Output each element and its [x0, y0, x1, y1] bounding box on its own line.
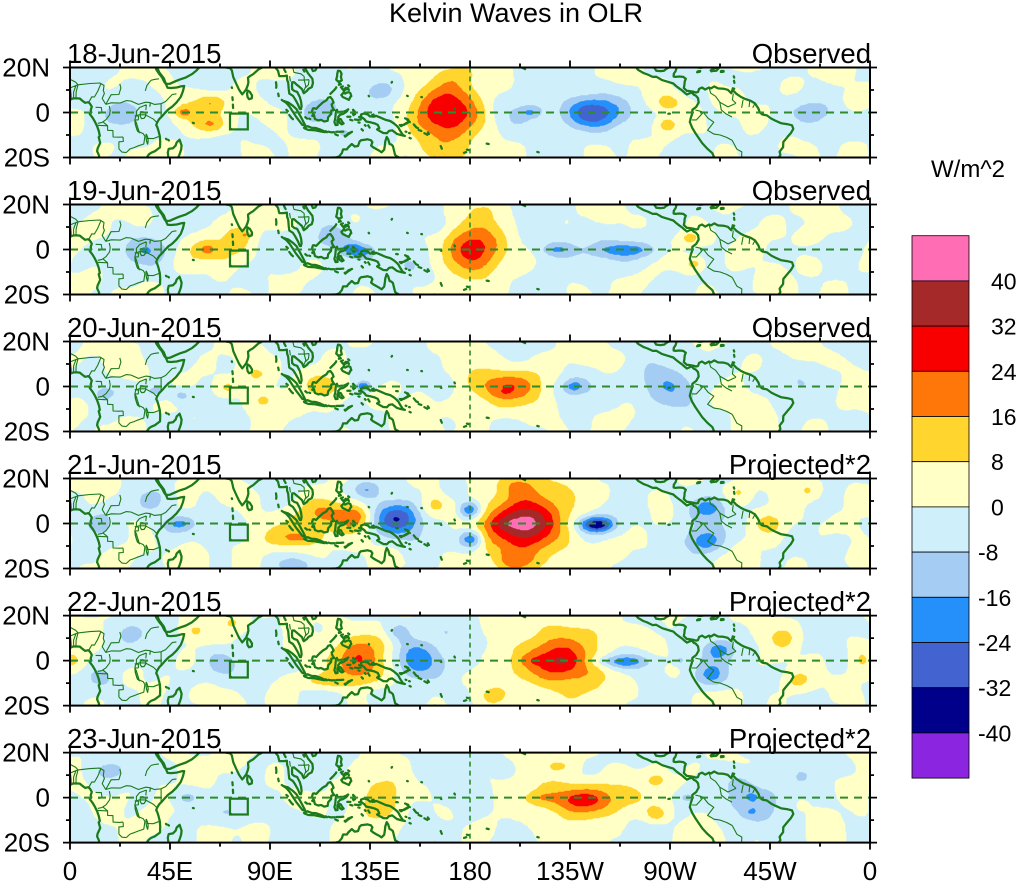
- svg-text:Kelvin Waves in OLR: Kelvin Waves in OLR: [389, 0, 643, 28]
- svg-text:90W: 90W: [643, 856, 697, 886]
- svg-text:0: 0: [36, 372, 50, 402]
- svg-text:20N: 20N: [2, 738, 50, 768]
- svg-text:0: 0: [36, 783, 50, 813]
- svg-text:40: 40: [991, 268, 1017, 294]
- svg-text:20N: 20N: [2, 601, 50, 631]
- svg-text:20S: 20S: [4, 828, 50, 858]
- svg-text:-16: -16: [978, 585, 1011, 611]
- svg-text:20S: 20S: [4, 280, 50, 310]
- svg-text:-40: -40: [978, 720, 1011, 746]
- svg-text:Projected*2: Projected*2: [729, 449, 871, 480]
- svg-text:45E: 45E: [147, 856, 193, 886]
- svg-text:20S: 20S: [4, 143, 50, 173]
- svg-text:20N: 20N: [2, 464, 50, 494]
- svg-text:18-Jun-2015: 18-Jun-2015: [67, 38, 221, 69]
- svg-text:Observed: Observed: [752, 38, 871, 69]
- svg-text:20S: 20S: [4, 417, 50, 447]
- svg-text:23-Jun-2015: 23-Jun-2015: [67, 723, 221, 754]
- svg-text:90E: 90E: [247, 856, 293, 886]
- svg-text:24: 24: [991, 359, 1017, 385]
- svg-text:0: 0: [63, 856, 77, 886]
- svg-text:Projected*2: Projected*2: [729, 586, 871, 617]
- svg-text:Observed: Observed: [752, 175, 871, 206]
- svg-text:20S: 20S: [4, 554, 50, 584]
- svg-text:0: 0: [36, 235, 50, 265]
- svg-text:0: 0: [991, 494, 1004, 520]
- svg-text:-32: -32: [978, 675, 1011, 701]
- svg-text:W/m^2: W/m^2: [931, 156, 1005, 183]
- svg-text:22-Jun-2015: 22-Jun-2015: [67, 586, 221, 617]
- svg-text:20S: 20S: [4, 691, 50, 721]
- svg-text:21-Jun-2015: 21-Jun-2015: [67, 449, 221, 480]
- svg-text:20N: 20N: [2, 190, 50, 220]
- svg-text:135E: 135E: [340, 856, 401, 886]
- svg-text:Projected*2: Projected*2: [729, 723, 871, 754]
- svg-text:20N: 20N: [2, 327, 50, 357]
- svg-text:20N: 20N: [2, 53, 50, 83]
- svg-text:45W: 45W: [743, 856, 797, 886]
- svg-text:8: 8: [991, 449, 1004, 475]
- svg-text:-8: -8: [978, 540, 998, 566]
- svg-text:-24: -24: [978, 630, 1011, 656]
- svg-text:19-Jun-2015: 19-Jun-2015: [67, 175, 221, 206]
- svg-text:0: 0: [36, 98, 50, 128]
- svg-text:0: 0: [36, 509, 50, 539]
- svg-text:20-Jun-2015: 20-Jun-2015: [67, 312, 221, 343]
- svg-text:Observed: Observed: [752, 312, 871, 343]
- svg-text:16: 16: [991, 404, 1017, 430]
- svg-text:135W: 135W: [536, 856, 604, 886]
- svg-text:0: 0: [863, 856, 877, 886]
- svg-text:32: 32: [991, 314, 1017, 340]
- svg-text:180: 180: [448, 856, 491, 886]
- svg-text:0: 0: [36, 646, 50, 676]
